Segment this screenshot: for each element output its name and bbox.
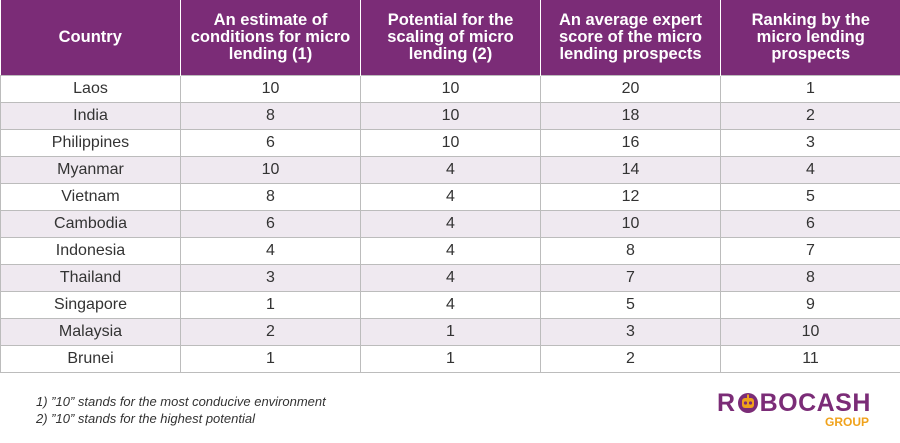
potential-cell: 4	[360, 264, 541, 292]
country-cell: Vietnam	[0, 183, 181, 211]
conditions-cell: 3	[180, 264, 361, 292]
footnote-1: 1) ”10” stands for the most conducive en…	[36, 394, 326, 409]
conditions-cell: 4	[180, 237, 361, 265]
header-country: Country	[0, 0, 181, 76]
conditions-cell: 10	[180, 75, 361, 103]
logo-letter-r: R	[717, 389, 736, 417]
conditions-cell: 8	[180, 102, 361, 130]
robot-head-icon	[737, 393, 758, 413]
table-row: Singapore 1 4 5 9	[0, 291, 900, 319]
header-average-expert-score: An average expert score of the micro len…	[540, 0, 721, 76]
conditions-cell: 8	[180, 183, 361, 211]
ranking-cell: 10	[720, 318, 900, 346]
logo-letters-bocash: BOCASH	[759, 389, 871, 417]
conditions-cell: 2	[180, 318, 361, 346]
header-conditions-estimate: An estimate of conditions for micro lend…	[180, 0, 361, 76]
header-scaling-potential: Potential for the scaling of micro lendi…	[360, 0, 541, 76]
table-body: Laos 10 10 20 1 India 8 10 18 2 Philippines 6 10 16 3 M…	[0, 75, 900, 373]
potential-cell: 4	[360, 237, 541, 265]
ranking-cell: 2	[720, 102, 900, 130]
country-cell: Laos	[0, 75, 181, 103]
score-cell: 10	[540, 210, 721, 238]
country-cell: Brunei	[0, 345, 181, 373]
header-ranking: Ranking by the micro lending prospects	[720, 0, 900, 76]
score-cell: 3	[540, 318, 721, 346]
table-row: Indonesia 4 4 8 7	[0, 237, 900, 265]
country-cell: Malaysia	[0, 318, 181, 346]
conditions-cell: 1	[180, 345, 361, 373]
potential-cell: 4	[360, 183, 541, 211]
logo-wordmark: R BOCASH	[717, 390, 873, 416]
potential-cell: 4	[360, 291, 541, 319]
potential-cell: 10	[360, 75, 541, 103]
country-cell: Philippines	[0, 129, 181, 157]
table-row: Laos 10 10 20 1	[0, 75, 900, 103]
robocash-logo: R BOCASH GROUP	[717, 390, 873, 430]
potential-cell: 10	[360, 129, 541, 157]
score-cell: 8	[540, 237, 721, 265]
table-row: Malaysia 2 1 3 10	[0, 318, 900, 346]
ranking-table-container: Country An estimate of conditions for mi…	[0, 0, 900, 373]
ranking-cell: 6	[720, 210, 900, 238]
country-cell: Cambodia	[0, 210, 181, 238]
potential-cell: 1	[360, 318, 541, 346]
potential-cell: 4	[360, 156, 541, 184]
score-cell: 14	[540, 156, 721, 184]
score-cell: 7	[540, 264, 721, 292]
score-cell: 20	[540, 75, 721, 103]
ranking-cell: 1	[720, 75, 900, 103]
ranking-cell: 7	[720, 237, 900, 265]
table-row: Myanmar 10 4 14 4	[0, 156, 900, 184]
table-row: Philippines 6 10 16 3	[0, 129, 900, 157]
score-cell: 18	[540, 102, 721, 130]
country-cell: Thailand	[0, 264, 181, 292]
potential-cell: 4	[360, 210, 541, 238]
ranking-cell: 11	[720, 345, 900, 373]
table-header-row: Country An estimate of conditions for mi…	[0, 0, 900, 76]
table-row: Vietnam 8 4 12 5	[0, 183, 900, 211]
ranking-cell: 5	[720, 183, 900, 211]
country-cell: Indonesia	[0, 237, 181, 265]
score-cell: 12	[540, 183, 721, 211]
score-cell: 16	[540, 129, 721, 157]
table-row: Cambodia 6 4 10 6	[0, 210, 900, 238]
country-cell: Singapore	[0, 291, 181, 319]
conditions-cell: 6	[180, 129, 361, 157]
potential-cell: 10	[360, 102, 541, 130]
footnotes: 1) ”10” stands for the most conducive en…	[36, 393, 326, 427]
table-row: India 8 10 18 2	[0, 102, 900, 130]
ranking-cell: 4	[720, 156, 900, 184]
ranking-cell: 9	[720, 291, 900, 319]
country-cell: Myanmar	[0, 156, 181, 184]
ranking-cell: 3	[720, 129, 900, 157]
table-row: Thailand 3 4 7 8	[0, 264, 900, 292]
footnote-2: 2) ”10” stands for the highest potential	[36, 411, 255, 426]
conditions-cell: 10	[180, 156, 361, 184]
logo-subtitle: GROUP	[824, 415, 869, 429]
table-row: Brunei 1 1 2 11	[0, 345, 900, 373]
potential-cell: 1	[360, 345, 541, 373]
conditions-cell: 1	[180, 291, 361, 319]
ranking-cell: 8	[720, 264, 900, 292]
ranking-table: Country An estimate of conditions for mi…	[0, 0, 900, 373]
country-cell: India	[0, 102, 181, 130]
score-cell: 5	[540, 291, 721, 319]
conditions-cell: 6	[180, 210, 361, 238]
score-cell: 2	[540, 345, 721, 373]
